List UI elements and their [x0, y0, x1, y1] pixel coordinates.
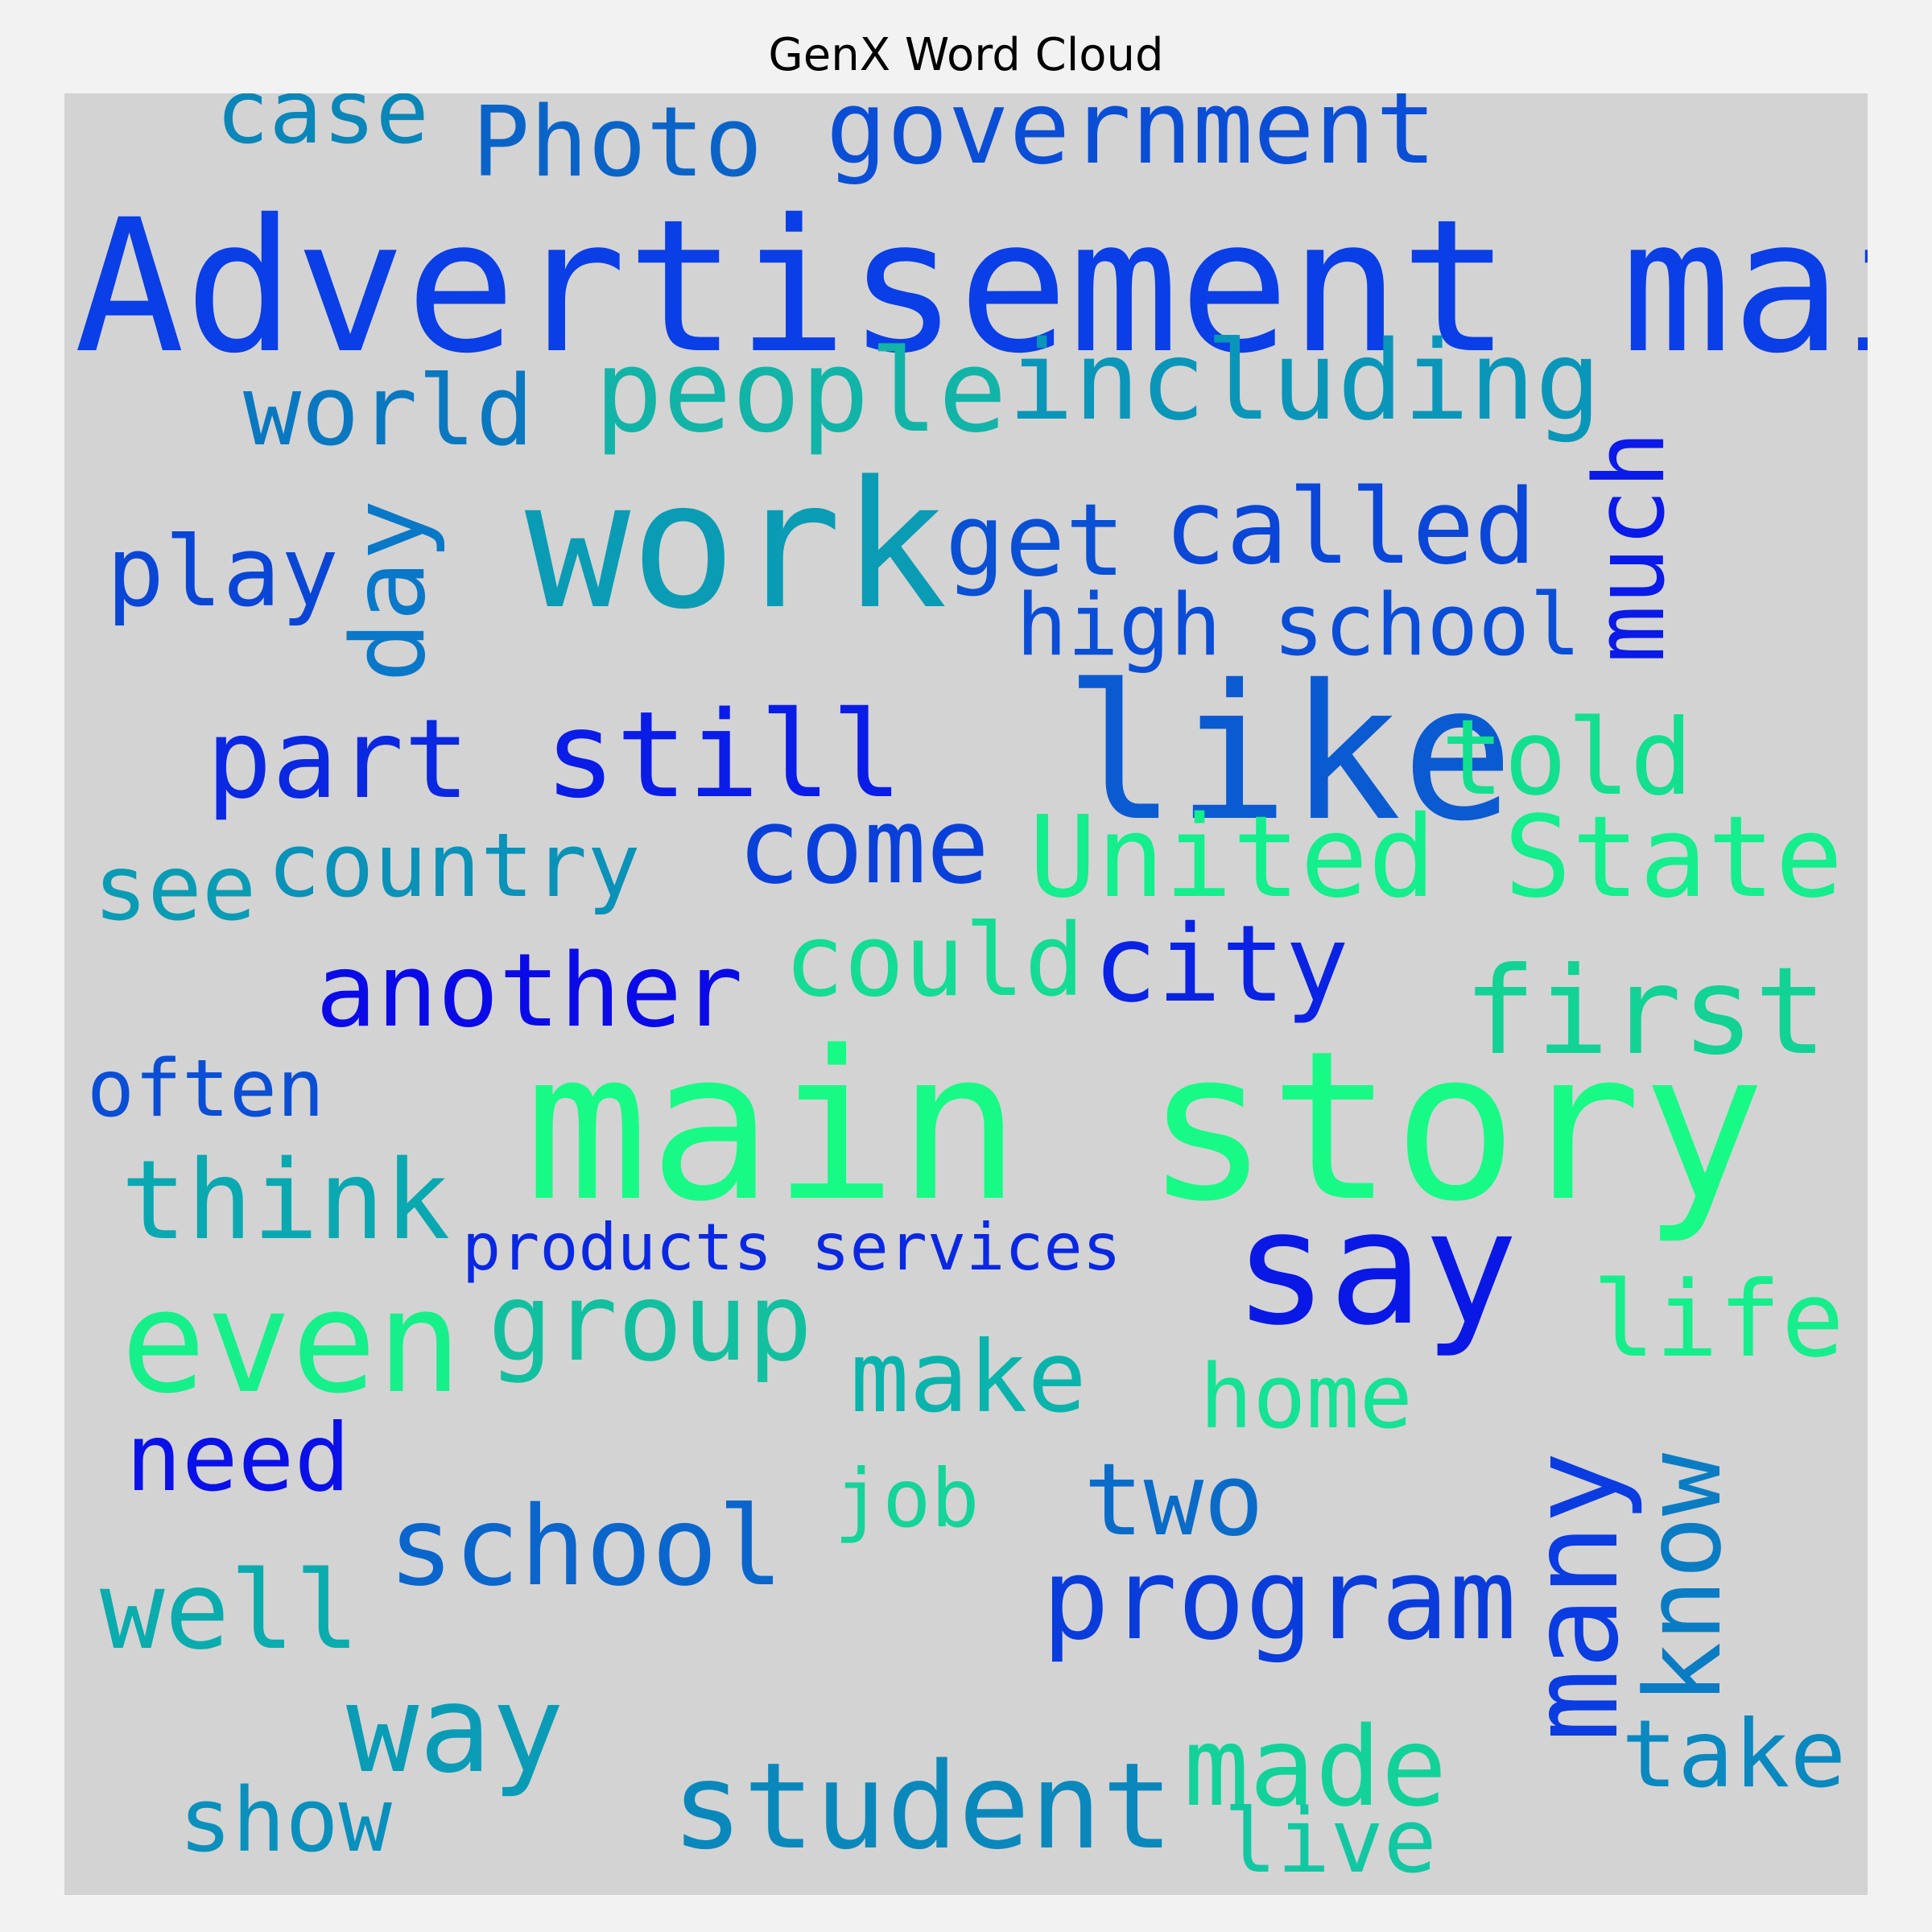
word-united-state: United State	[1029, 792, 1843, 923]
word-student: student	[671, 1737, 1174, 1876]
word-called: called	[1164, 468, 1537, 588]
word-told: told	[1441, 696, 1694, 819]
word-get: get	[945, 483, 1125, 599]
word-home: home	[1199, 1345, 1413, 1448]
word-see: see	[93, 836, 257, 941]
word-life: life	[1592, 1258, 1845, 1381]
word-people: people	[594, 325, 1007, 458]
word-two: two	[1084, 1443, 1264, 1558]
word-say: say	[1233, 1177, 1519, 1360]
word-photo: Photo	[472, 93, 763, 199]
word-country: country	[267, 814, 641, 917]
word-many: many	[1505, 1451, 1645, 1742]
word-think: think	[121, 1137, 451, 1265]
word-even: even	[121, 1260, 462, 1425]
word-way: way	[346, 1660, 564, 1800]
word-government: government	[826, 93, 1437, 187]
word-job: job	[834, 1451, 980, 1546]
word-including: including	[1008, 318, 1601, 445]
word-come: come	[737, 785, 990, 907]
chart-title: GenX Word Cloud	[768, 29, 1164, 81]
word-program: program	[1042, 1534, 1517, 1666]
word-live: live	[1224, 1790, 1437, 1893]
word-know: know	[1622, 1452, 1744, 1705]
word-need: need	[126, 1404, 351, 1513]
word-play: play	[106, 517, 339, 629]
word-show: show	[179, 1769, 392, 1872]
word-case: case	[216, 93, 429, 163]
word-another: another	[316, 931, 744, 1050]
word-much: much	[1575, 431, 1686, 663]
word-first: first	[1463, 942, 1827, 1082]
word-day: day	[329, 499, 448, 683]
word-products-services: products services	[462, 1210, 1121, 1285]
word-work: work	[525, 444, 947, 648]
word-made: made	[1183, 1704, 1447, 1831]
word-city: city	[1093, 902, 1349, 1026]
word-take: take	[1621, 1700, 1847, 1809]
word-school: school	[388, 1484, 784, 1611]
word-high-school: high school	[1016, 576, 1581, 675]
word-like: like	[1064, 645, 1514, 862]
word-part: part	[206, 696, 470, 824]
word-often: often	[87, 1043, 325, 1135]
word-main-story: main story	[525, 1007, 1766, 1247]
word-could: could	[784, 903, 1085, 1019]
word-group: group	[488, 1260, 813, 1385]
word-well: well	[100, 1548, 360, 1674]
word-cloud-canvas: case Photo government Advertisement main…	[64, 93, 1868, 1895]
word-make: make	[850, 1320, 1087, 1435]
word-advertisement-main: Advertisement main	[74, 180, 1868, 394]
word-world: world	[243, 356, 535, 468]
word-still: still	[544, 686, 903, 824]
